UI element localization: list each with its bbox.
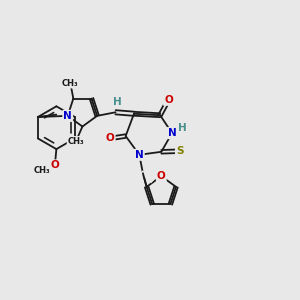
Text: CH₃: CH₃: [62, 79, 79, 88]
Text: S: S: [176, 146, 184, 156]
Text: N: N: [63, 111, 72, 121]
Text: O: O: [106, 134, 115, 143]
Text: CH₃: CH₃: [68, 137, 84, 146]
Text: O: O: [50, 160, 59, 170]
Text: N: N: [135, 150, 144, 160]
Text: O: O: [164, 95, 173, 105]
Text: H: H: [178, 123, 187, 133]
Text: H: H: [113, 97, 122, 107]
Text: O: O: [157, 171, 166, 181]
Text: CH₃: CH₃: [34, 166, 51, 175]
Text: N: N: [168, 128, 176, 138]
